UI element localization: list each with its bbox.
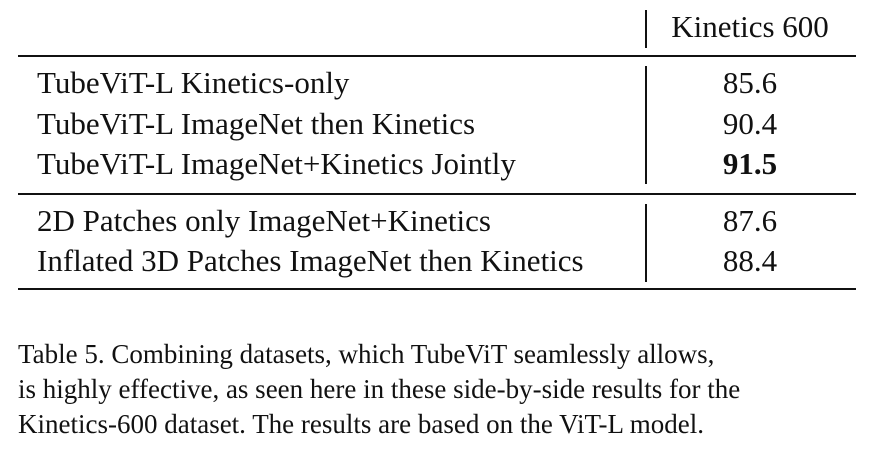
table-caption: Table 5. Combining datasets, which TubeV… [18,337,863,442]
group-1-column-divider [645,66,647,184]
method-name: TubeViT-L ImageNet then Kinetics [37,106,476,141]
column-header-kinetics-600: Kinetics 600 [671,9,829,44]
group-2-column-divider [645,204,647,282]
score-value: 85.6 [722,65,778,100]
header-rule [18,55,856,57]
best-score-value: 91.5 [722,146,778,181]
method-name: 2D Patches only ImageNet+Kinetics [37,203,491,238]
caption-line: is highly effective, as seen here in the… [18,374,741,404]
group-separator-rule [18,193,856,195]
method-name: Inflated 3D Patches ImageNet then Kineti… [37,243,584,278]
score-value: 90.4 [722,106,778,141]
caption-line: Kinetics-600 dataset. The results are ba… [18,409,704,439]
bottom-rule [18,288,856,290]
score-value: 88.4 [722,243,778,278]
caption-line: Table 5. Combining datasets, which TubeV… [18,339,715,369]
method-name: TubeViT-L ImageNet+Kinetics Jointly [37,146,516,181]
score-value: 87.6 [722,203,778,238]
header-column-divider [645,10,647,48]
method-name: TubeViT-L Kinetics-only [37,65,350,100]
